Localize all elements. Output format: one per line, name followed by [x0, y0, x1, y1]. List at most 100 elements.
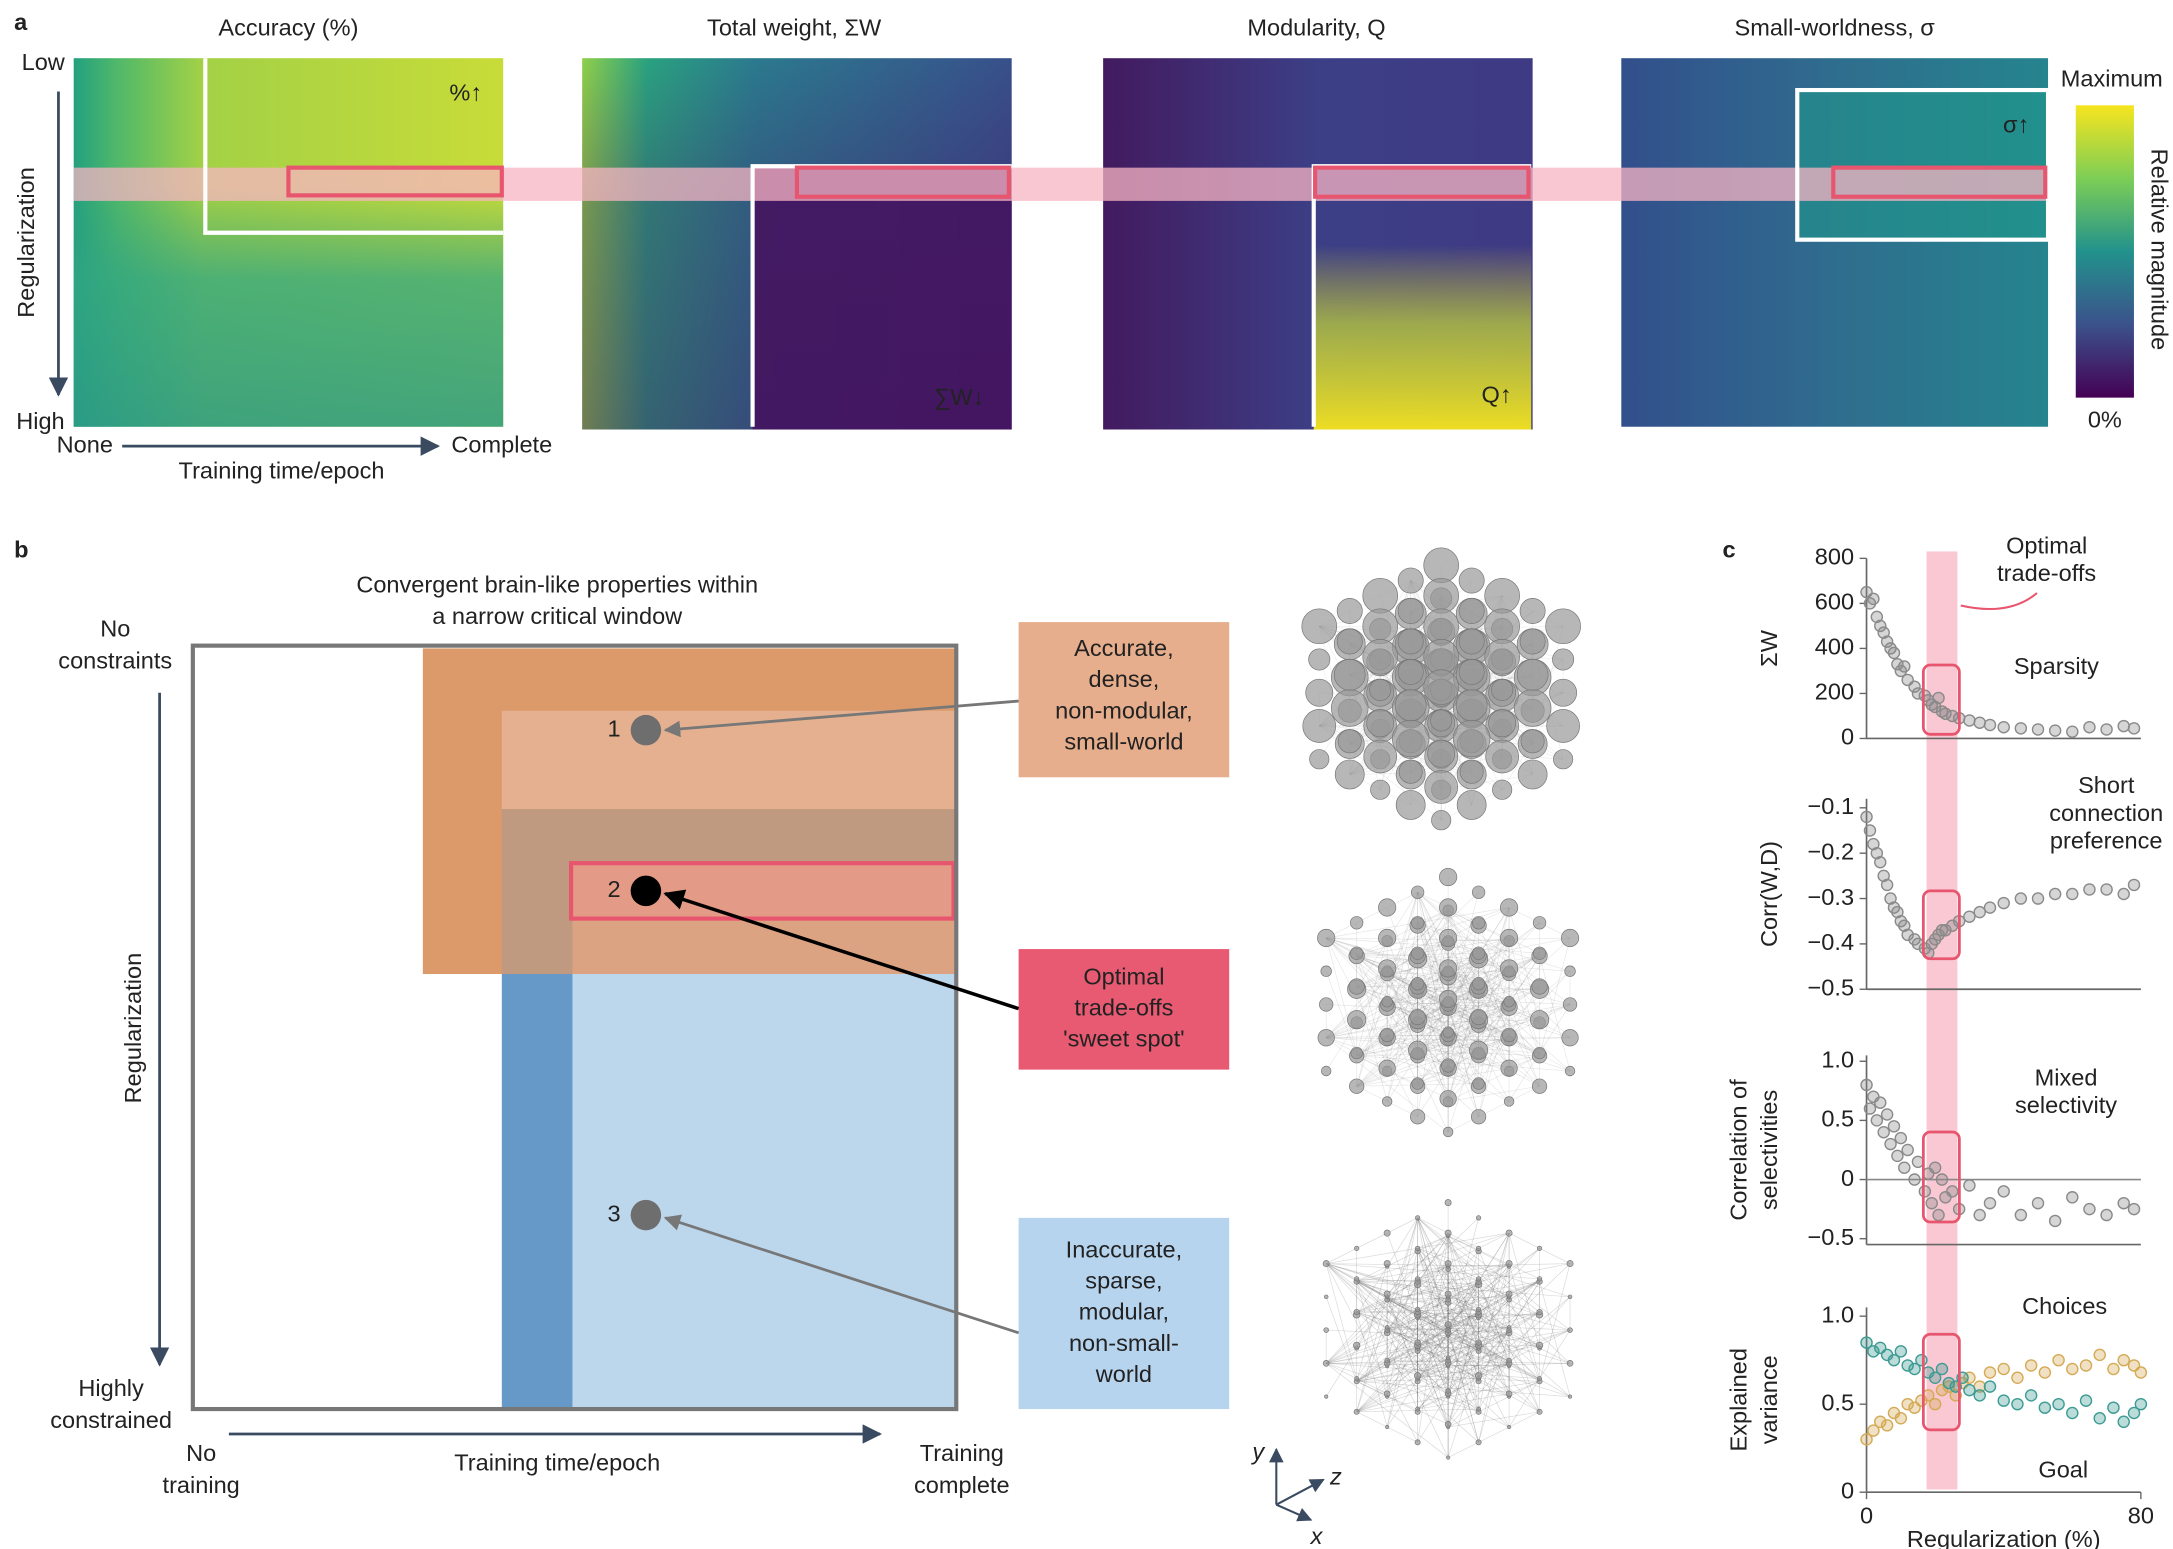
scatter-point	[1898, 1161, 1911, 1174]
node	[1439, 959, 1458, 978]
node	[1484, 638, 1520, 675]
edge	[1386, 1263, 1418, 1349]
scatter-point	[1918, 1185, 1932, 1198]
edge	[1447, 1007, 1510, 1066]
node	[1545, 608, 1581, 645]
point	[630, 875, 662, 907]
edge	[1386, 907, 1418, 993]
node	[1536, 1245, 1543, 1251]
edge	[1356, 986, 1479, 1023]
optimal-box	[1831, 165, 2048, 199]
node	[1469, 1040, 1489, 1060]
edge	[1417, 952, 1540, 990]
edge	[1325, 1263, 1418, 1443]
edge	[1325, 1263, 1449, 1364]
edge	[1539, 955, 1571, 1072]
scatter-point	[1877, 1125, 1890, 1139]
node	[1415, 1276, 1421, 1282]
edge	[1356, 1329, 1571, 1413]
edge	[1417, 983, 1449, 1099]
edge	[1386, 973, 1418, 1051]
edge	[1387, 1019, 1479, 1036]
scatter-point	[1887, 1120, 1901, 1133]
node	[1470, 1008, 1487, 1026]
edge	[1447, 940, 1479, 1018]
node	[1505, 1260, 1513, 1268]
edge	[1417, 1317, 1540, 1413]
edge	[1417, 1278, 1449, 1394]
edge	[1417, 907, 1510, 924]
edge	[1508, 1381, 1540, 1395]
node	[1459, 759, 1484, 784]
edge	[1356, 989, 1418, 1056]
node	[1348, 978, 1365, 995]
edge	[1417, 1332, 1510, 1379]
edge	[1356, 1266, 1449, 1313]
edge	[1325, 1363, 1449, 1458]
edge	[1417, 1248, 1479, 1376]
edge	[1356, 907, 1510, 957]
node	[1566, 1360, 1574, 1367]
edge	[1447, 937, 1510, 1133]
edge	[1417, 955, 1479, 1023]
edge	[1447, 1235, 1571, 1331]
point	[630, 714, 662, 746]
point-label: 3	[607, 1200, 620, 1226]
scatter-point	[2083, 1202, 2096, 1216]
scatter-point	[1939, 707, 1952, 720]
node	[1445, 1388, 1451, 1394]
edge	[1447, 1266, 1510, 1394]
edge	[1417, 968, 1510, 1023]
axis-end-label: training	[163, 1472, 240, 1498]
scatter-point	[1973, 905, 1986, 919]
node	[1381, 1096, 1393, 1107]
node	[1552, 648, 1575, 671]
edge	[1386, 1299, 1418, 1376]
edge	[1326, 1263, 1540, 1280]
edge	[1356, 1009, 1449, 1057]
edge	[1326, 1363, 1479, 1413]
scatter-point	[1973, 1389, 1986, 1402]
scatter-point	[1887, 1353, 1901, 1367]
scatter-point	[1863, 824, 1877, 837]
node	[1564, 965, 1576, 977]
edge	[1447, 910, 1479, 1026]
edge	[1417, 952, 1510, 1036]
annotation: %↑	[449, 79, 482, 105]
edge	[1356, 1266, 1449, 1282]
point-label: 1	[607, 715, 620, 741]
edge	[1356, 986, 1540, 990]
edge	[1386, 1034, 1479, 1117]
edge	[1417, 1342, 1449, 1428]
node	[1410, 916, 1425, 930]
edge	[1386, 973, 1449, 1102]
edge	[1447, 1311, 1540, 1359]
edge	[1508, 971, 1571, 1038]
edge	[1386, 1284, 1479, 1428]
scatter-point	[1901, 1143, 1914, 1157]
scatter-point	[2093, 1348, 2106, 1362]
node	[1384, 1357, 1390, 1364]
scatter-point	[2083, 883, 2096, 896]
edge	[1447, 955, 1540, 1011]
legend-label: Choices	[2022, 1293, 2107, 1319]
edge	[1447, 1085, 1540, 1133]
edge	[1417, 1248, 1510, 1331]
node	[1561, 1029, 1579, 1047]
node	[1560, 928, 1580, 948]
node	[1353, 1408, 1360, 1415]
scatter-point	[1891, 657, 1904, 671]
edge	[1417, 1248, 1449, 1325]
edge	[1447, 940, 1540, 1023]
node	[1445, 1355, 1451, 1361]
edge	[1326, 1217, 1418, 1264]
edge	[1387, 1284, 1479, 1300]
node	[1444, 1229, 1452, 1237]
edge	[1386, 910, 1449, 969]
edge	[1417, 1235, 1449, 1443]
node	[1471, 885, 1486, 899]
scatter-point	[1911, 1155, 1925, 1169]
axis-end-label: None	[57, 431, 113, 457]
node	[1485, 739, 1519, 774]
edge	[1447, 1375, 1479, 1397]
